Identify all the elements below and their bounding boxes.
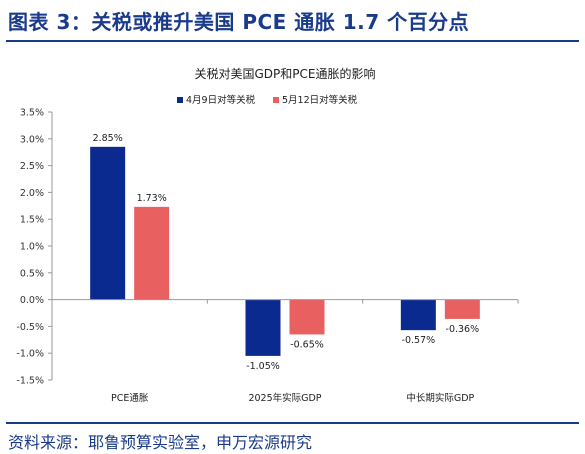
legend-label: 5月12日对等关税 [282,94,358,106]
bar [245,299,281,356]
y-tick-label: -0.5% [16,322,44,333]
bar-value-label: -0.36% [446,324,480,335]
bar [90,146,126,300]
x-axis: PCE通胀 2025年实际GDP 中长期实际GDP [51,299,519,404]
bar-value-label: 2.85% [93,133,123,144]
legend-swatch [177,97,183,103]
legend: 4月9日对等关税 5月12日对等关税 [177,94,358,106]
figure-title: 图表 3：关税或推升美国 PCE 通胀 1.7 个百分点 [8,10,470,34]
bar [400,299,436,331]
y-tick-label: 1.5% [20,215,44,226]
bar [444,299,480,319]
y-tick-label: 0.0% [20,295,44,306]
legend-swatch [273,97,279,103]
bar [134,206,170,300]
y-tick-label: -1.0% [16,349,44,360]
y-axis: -1.5% -1.0% -0.5% 0.0% 0.5% 1.0% 1.5% 2.0% 2.5% 3… [16,108,53,387]
legend-label: 4月9日对等关税 [186,94,256,106]
y-tick-label: 2.5% [20,161,44,172]
bars: 2.85% 1.73% -1.05% -0.65% -0.57% -0.36% [90,133,480,372]
bar-value-label: -0.65% [290,339,324,350]
y-tick-label: -1.5% [16,376,44,387]
y-tick-label: 0.5% [20,268,44,279]
y-tick-label: 2.0% [20,188,44,199]
title-rule [6,40,579,42]
category-label: PCE通胀 [111,393,149,404]
bar-value-label: -0.57% [402,335,436,346]
chart-title: 关税对美国GDP和PCE通胀的影响 [195,66,376,81]
bar-value-label: -1.05% [246,361,280,372]
y-tick-label: 3.0% [20,134,44,145]
category-label: 中长期实际GDP [406,392,474,404]
source-note: 资料来源：耶鲁预算实验室，申万宏源研究 [8,433,313,452]
source-rule [6,422,579,424]
bar-value-label: 1.73% [137,193,167,204]
category-label: 2025年实际GDP [248,392,321,404]
y-tick-label: 3.5% [20,108,44,119]
bar [289,299,325,335]
y-tick-label: 1.0% [20,242,44,253]
